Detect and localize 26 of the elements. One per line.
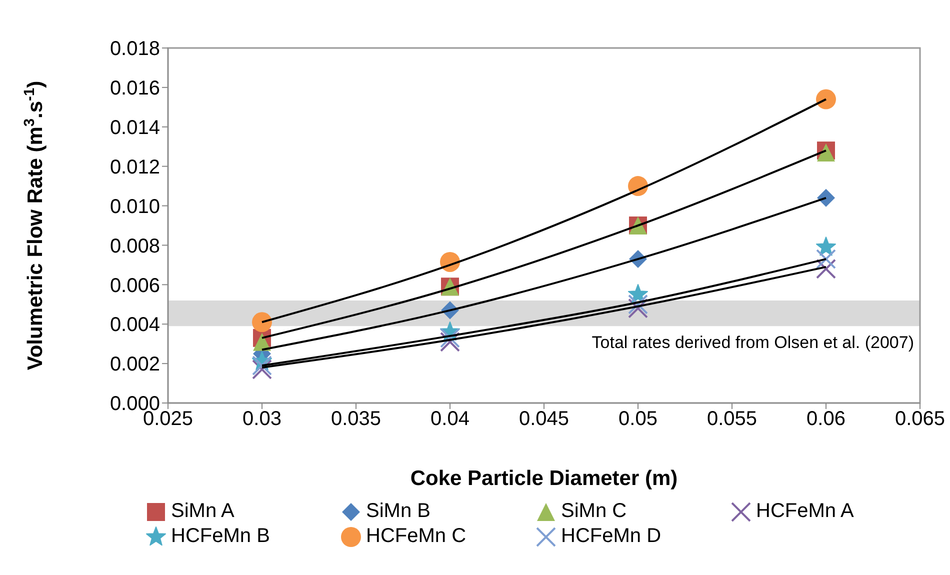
y-tick-label: 0.012 xyxy=(110,156,160,178)
legend-label: HCFeMn C xyxy=(366,525,466,548)
legend-label: HCFeMn D xyxy=(561,525,662,548)
legend-label: HCFeMn B xyxy=(171,525,270,548)
y-tick-label: 0.002 xyxy=(110,354,160,376)
y-tick-label: 0.004 xyxy=(110,314,160,336)
x-tick-label: 0.05 xyxy=(618,408,658,430)
band-label: Total rates derived from Olsen et al. (2007) xyxy=(592,333,914,352)
x-tick-label: 0.03 xyxy=(242,408,282,430)
y-tick-label: 0.016 xyxy=(110,78,160,100)
legend-label: SiMn C xyxy=(561,500,627,523)
legend-label: HCFeMn A xyxy=(756,500,854,523)
y-tick-label: 0.010 xyxy=(110,196,160,218)
y-tick-label: 0.006 xyxy=(110,274,160,297)
y-tick-label: 0.018 xyxy=(110,38,160,60)
x-tick-label: 0.055 xyxy=(706,408,758,430)
x-tick-label: 0.06 xyxy=(806,408,846,430)
x-axis-title: Coke Particle Diameter (m) xyxy=(410,467,678,490)
x-tick-label: 0.04 xyxy=(430,408,470,430)
legend-label: SiMn B xyxy=(366,500,430,523)
y-tick-label: 0.014 xyxy=(110,116,160,139)
x-tick-label: 0.065 xyxy=(894,408,946,430)
y-tick-label: 0.008 xyxy=(110,235,160,258)
x-tick-label: 0.035 xyxy=(330,408,382,430)
x-tick-label: 0.045 xyxy=(518,408,570,430)
legend-label: SiMn A xyxy=(171,500,234,523)
